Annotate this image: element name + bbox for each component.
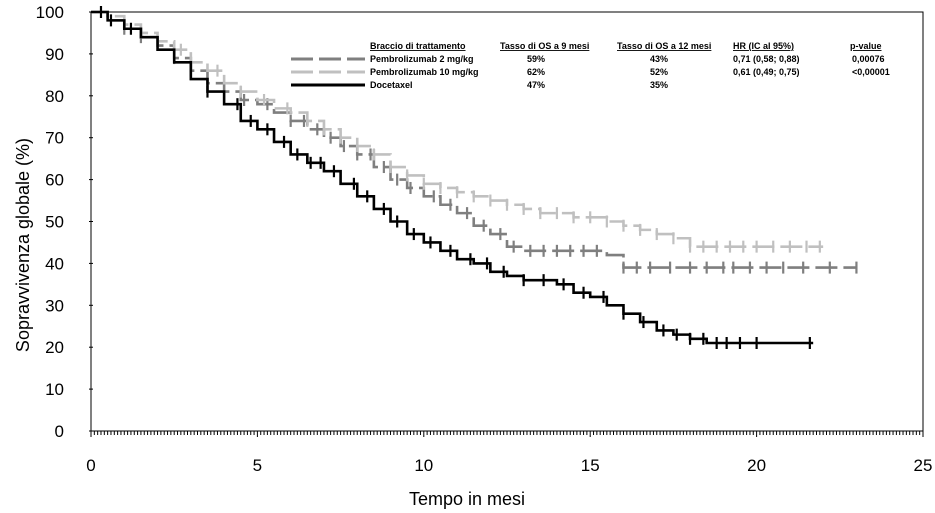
y-tick-label: 30 — [45, 296, 64, 315]
legend: Braccio di trattamento Tasso di OS a 9 me… — [291, 41, 890, 90]
legend-header: p-value — [850, 41, 882, 51]
x-axis: 0 5 10 15 20 25 — [86, 431, 932, 475]
series-layer — [91, 6, 858, 350]
legend-cell: 0,71 (0,58; 0,88) — [733, 54, 800, 64]
x-tick-label: 5 — [253, 456, 262, 475]
legend-cell: Pembrolizumab 2 mg/kg — [370, 54, 474, 64]
series-3 — [91, 6, 814, 350]
y-tick-label: 60 — [45, 171, 64, 190]
survival-curve — [91, 10, 814, 345]
y-tick-label: 70 — [45, 129, 64, 148]
y-tick-label: 80 — [45, 87, 64, 106]
legend-cell: 35% — [650, 80, 668, 90]
x-tick-label: 0 — [86, 456, 95, 475]
legend-cell: Pembrolizumab 10 mg/kg — [370, 67, 479, 77]
legend-cell: 0,61 (0,49; 0,75) — [733, 67, 800, 77]
x-tick-label: 10 — [414, 456, 433, 475]
y-tick-label: 90 — [45, 45, 64, 64]
legend-cell: <0,00001 — [852, 67, 890, 77]
legend-header: HR (IC al 95%) — [733, 41, 794, 51]
x-axis-title: Tempo in mesi — [409, 489, 525, 509]
x-tick-label: 25 — [914, 456, 933, 475]
y-tick-label: 10 — [45, 380, 64, 399]
legend-header: Tasso di OS a 9 mesi — [500, 41, 589, 51]
series-1 — [91, 10, 858, 274]
y-tick-label: 50 — [45, 213, 64, 232]
survival-curve — [91, 10, 857, 269]
legend-cell: 52% — [650, 67, 668, 77]
legend-cell: 43% — [650, 54, 668, 64]
y-tick-label: 0 — [55, 422, 64, 441]
legend-cell: 47% — [527, 80, 545, 90]
y-axis: 0 10 20 30 40 50 60 70 80 90 100 — [36, 3, 93, 441]
x-tick-label: 15 — [581, 456, 600, 475]
x-tick-label: 20 — [747, 456, 766, 475]
legend-cell: 59% — [527, 54, 545, 64]
y-tick-label: 40 — [45, 254, 64, 273]
legend-cell: Docetaxel — [370, 80, 413, 90]
legend-cell: 0,00076 — [852, 54, 885, 64]
series-2 — [91, 10, 824, 253]
y-tick-label: 20 — [45, 338, 64, 357]
y-tick-label: 100 — [36, 3, 64, 22]
legend-cell: 62% — [527, 67, 545, 77]
y-axis-title: Sopravvivenza globale (%) — [13, 138, 33, 352]
legend-header: Tasso di OS a 12 mesi — [617, 41, 711, 51]
legend-header: Braccio di trattamento — [370, 41, 466, 51]
